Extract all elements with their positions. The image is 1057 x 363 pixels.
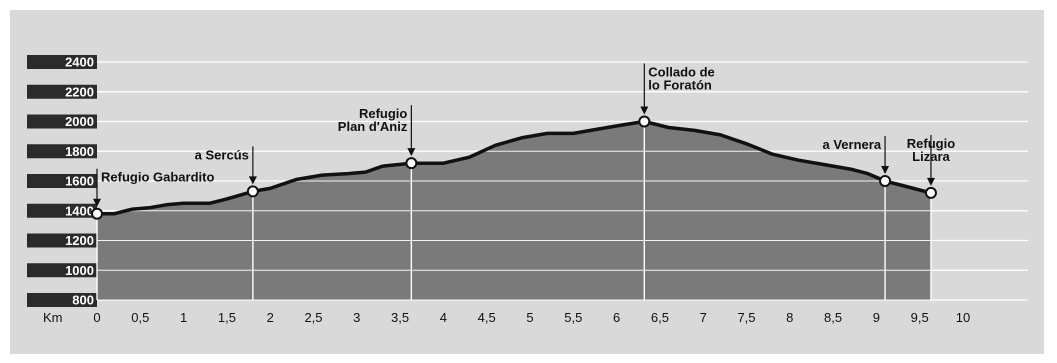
chart-frame: 2400 2200 2000 1800 1600 1400 1200 1000 800 Refug…: [10, 10, 1044, 354]
y-tick-label: 1600: [65, 174, 94, 189]
y-tick-label: 1000: [65, 263, 94, 278]
y-tick-label: 2000: [65, 114, 94, 129]
x-tick-label: 7: [700, 310, 707, 325]
y-tick-band: [27, 174, 97, 188]
elevation-profile-chart: 2400 2200 2000 1800 1600 1400 1200 1000 800 Refug…: [27, 55, 1028, 325]
x-tick-label: 4,5: [478, 310, 496, 325]
y-tick-label: 1400: [65, 203, 94, 218]
y-tick-band: [27, 84, 97, 99]
x-tick-label: 0,5: [131, 310, 149, 325]
waypoint-marker: [91, 207, 103, 220]
x-axis-label: Km: [43, 310, 63, 325]
waypoint-label: Lizara: [912, 149, 950, 164]
x-tick-label: 9,5: [911, 310, 929, 325]
y-tick-label: 1200: [65, 233, 94, 248]
x-tick-label: 8,5: [824, 310, 842, 325]
waypoint-marker: [638, 115, 651, 128]
waypoint-arrow-head: [248, 176, 257, 185]
waypoint-label: Refugio: [907, 136, 955, 151]
waypoint-arrow-head: [93, 198, 101, 207]
x-tick-label: 4: [440, 310, 447, 325]
y-tick-label: 1800: [65, 144, 94, 159]
waypoint-marker: [405, 157, 418, 170]
x-tick-label: 2,5: [304, 310, 322, 325]
y-tick-band: [27, 55, 97, 69]
waypoint-arrow-head: [407, 148, 416, 157]
waypoint-label: Refugio Gabardito: [101, 170, 214, 185]
y-tick-label: 800: [72, 293, 94, 308]
x-tick-label: 6: [613, 310, 620, 325]
x-tick-label: 9: [873, 310, 880, 325]
waypoint-label: Refugio: [359, 106, 407, 121]
waypoint-label: a Sercús: [195, 147, 249, 162]
y-tick-band: [27, 114, 97, 129]
x-tick-label: 7,5: [737, 310, 755, 325]
x-tick-label: 10: [956, 310, 970, 325]
x-tick-label: 0: [93, 310, 100, 325]
y-tick-band: [27, 203, 97, 218]
y-tick-band: [27, 263, 97, 278]
waypoint-label: lo Foratón: [648, 78, 712, 93]
x-tick-label: 6,5: [651, 310, 669, 325]
waypoint-marker: [924, 186, 937, 199]
x-tick-label: 1,5: [218, 310, 236, 325]
x-tick-label: 1: [180, 310, 187, 325]
waypoint-arrow-head: [881, 166, 890, 174]
x-tick-label: 3,5: [391, 310, 409, 325]
x-tick-label: 5: [526, 310, 533, 325]
y-tick-band: [27, 293, 97, 307]
waypoint-marker: [246, 185, 259, 198]
x-tick-label: 5,5: [564, 310, 582, 325]
y-tick-label: 2200: [65, 84, 94, 99]
profile-line: [97, 119, 932, 216]
x-tick-label: 8: [786, 310, 793, 325]
waypoint-arrow-head: [640, 106, 649, 115]
waypoint-label: a Vernera: [823, 137, 882, 152]
x-tick-label: 2: [267, 310, 274, 325]
waypoint-arrow-head: [926, 177, 935, 186]
y-tick-label: 2400: [65, 55, 94, 70]
waypoint-label: Collado de: [648, 65, 714, 80]
y-tick-band: [27, 144, 97, 159]
waypoint-marker: [879, 175, 892, 187]
x-tick-label: 3: [353, 310, 360, 325]
y-tick-band: [27, 233, 97, 248]
waypoint-label: Plan d'Aniz: [338, 119, 408, 134]
